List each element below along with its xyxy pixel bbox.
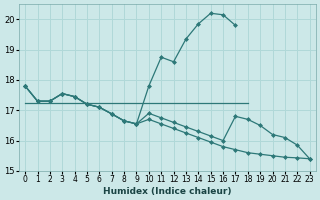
X-axis label: Humidex (Indice chaleur): Humidex (Indice chaleur) <box>103 187 232 196</box>
